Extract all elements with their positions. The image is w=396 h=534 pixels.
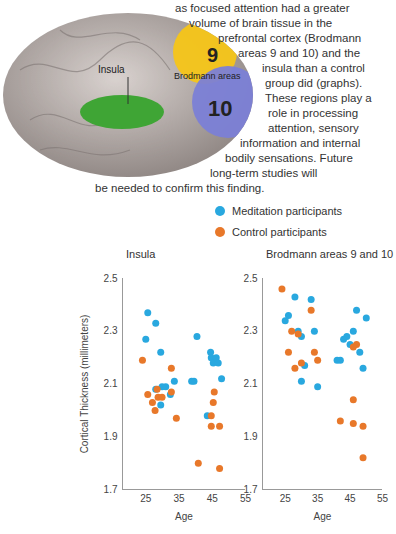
html-text:long-term studies will: long-term studies will <box>210 167 318 179</box>
svg-text:35: 35 <box>312 493 324 504</box>
svg-text:45: 45 <box>207 493 219 504</box>
svg-text:10: 10 <box>208 96 232 121</box>
svg-text:2.3: 2.3 <box>104 325 118 336</box>
svg-text:Insula: Insula <box>98 64 125 75</box>
svg-text:2.1: 2.1 <box>244 378 258 389</box>
html-text:as focused attention had a gre: as focused attention had a greater <box>175 2 350 14</box>
html-text:group did (graphs).: group did (graphs). <box>265 77 363 89</box>
svg-text:25: 25 <box>280 493 292 504</box>
svg-text:Age: Age <box>175 511 193 522</box>
svg-text:55: 55 <box>377 493 389 504</box>
html-text:Insula: Insula <box>126 248 156 260</box>
svg-text:1.9: 1.9 <box>104 431 118 442</box>
svg-text:Cortical Thickness (millimeter: Cortical Thickness (millimeters) <box>79 315 90 454</box>
svg-text:2.1: 2.1 <box>104 378 118 389</box>
html-text:insula than a control: insula than a control <box>262 62 365 74</box>
svg-text:25: 25 <box>140 493 152 504</box>
svg-text:55: 55 <box>239 492 252 504</box>
html-text:These regions play a: These regions play a <box>265 92 372 104</box>
svg-text:2.3: 2.3 <box>244 325 258 336</box>
html-text:Meditation participants: Meditation participants <box>232 205 343 217</box>
html-text:Control participants: Control participants <box>232 226 327 238</box>
html-text:role in processing: role in processing <box>268 107 359 119</box>
svg-text:35: 35 <box>173 493 185 504</box>
html-text:information and internal: information and internal <box>240 137 361 149</box>
html-text:be needed to confirm this find: be needed to confirm this finding. <box>95 182 265 194</box>
html-text:volume of brain tissue in the: volume of brain tissue in the <box>189 17 333 29</box>
html-text:bodily sensations. Future: bodily sensations. Future <box>225 152 353 164</box>
svg-text:Age: Age <box>314 511 332 522</box>
svg-text:45: 45 <box>345 493 357 504</box>
html-text:attention, sensory: attention, sensory <box>268 122 359 134</box>
html-text:Brodmann areas 9 and 10: Brodmann areas 9 and 10 <box>266 248 394 260</box>
html-text:areas 9 and 10) and the: areas 9 and 10) and the <box>238 47 361 59</box>
svg-text:2.5: 2.5 <box>104 273 118 284</box>
svg-text:1.7: 1.7 <box>104 484 118 495</box>
svg-text:Brodmann areas: Brodmann areas <box>174 71 241 81</box>
svg-text:1.9: 1.9 <box>244 431 258 442</box>
html-text:prefrontal cortex (Brodmann: prefrontal cortex (Brodmann <box>218 32 362 44</box>
svg-text:9: 9 <box>207 44 218 66</box>
svg-text:1.7: 1.7 <box>244 484 258 495</box>
svg-text:2.5: 2.5 <box>244 273 258 284</box>
